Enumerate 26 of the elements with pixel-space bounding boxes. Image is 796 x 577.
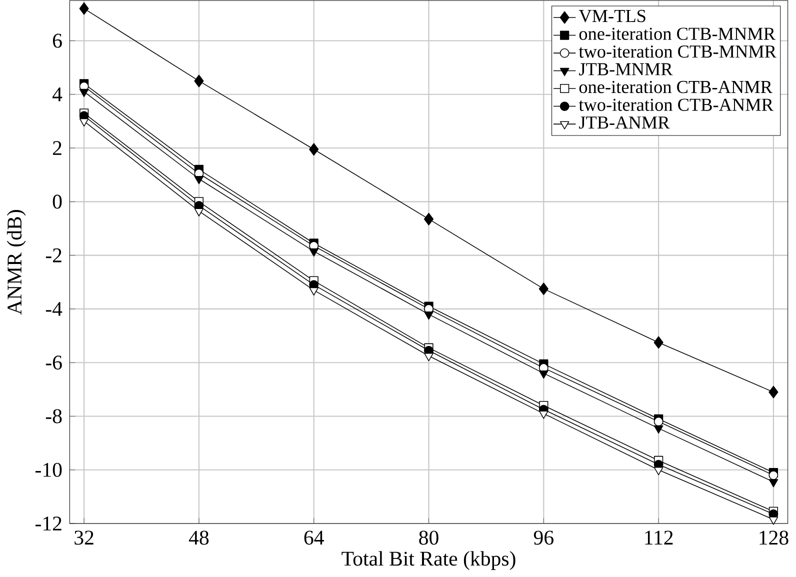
y-tick-label: 4 (52, 88, 62, 102)
x-tick-label: 80 (419, 530, 438, 545)
x-tick-label: 48 (188, 530, 209, 545)
y-tick-label: 6 (52, 34, 62, 48)
legend-label: JTB-ANMR (579, 116, 670, 129)
legend-label: VM-TLS (578, 10, 646, 22)
y-tick-label: 2 (53, 141, 62, 155)
x-tick-label: 112 (645, 530, 673, 545)
y-tick-label: -6 (46, 356, 62, 370)
legend-label: JTB-MNMR (579, 63, 673, 76)
y-axis-title: ANMR (dB) (6, 210, 26, 315)
y-tick-label: -10 (36, 462, 62, 477)
y-tick-label: -2 (46, 248, 62, 262)
legend-label: one-iteration CTB-MNMR (579, 28, 776, 40)
x-axis-title: Total Bit Rate (kbps) (342, 551, 516, 570)
y-tick-label: -8 (46, 409, 62, 424)
legend-label: two-iteration CTB-MNMR (578, 46, 776, 58)
x-tick-label: 64 (304, 530, 324, 545)
legend-label: one-iteration CTB-ANMR (579, 80, 772, 94)
legend-label: two-iteration CTB-ANMR (578, 98, 774, 111)
x-tick-label: 128 (760, 530, 788, 545)
x-tick-label: 32 (74, 530, 94, 545)
y-tick-label: -12 (36, 516, 62, 530)
x-tick-label: 96 (534, 530, 554, 545)
y-tick-label: -4 (46, 302, 62, 316)
y-tick-label: 0 (52, 194, 62, 209)
